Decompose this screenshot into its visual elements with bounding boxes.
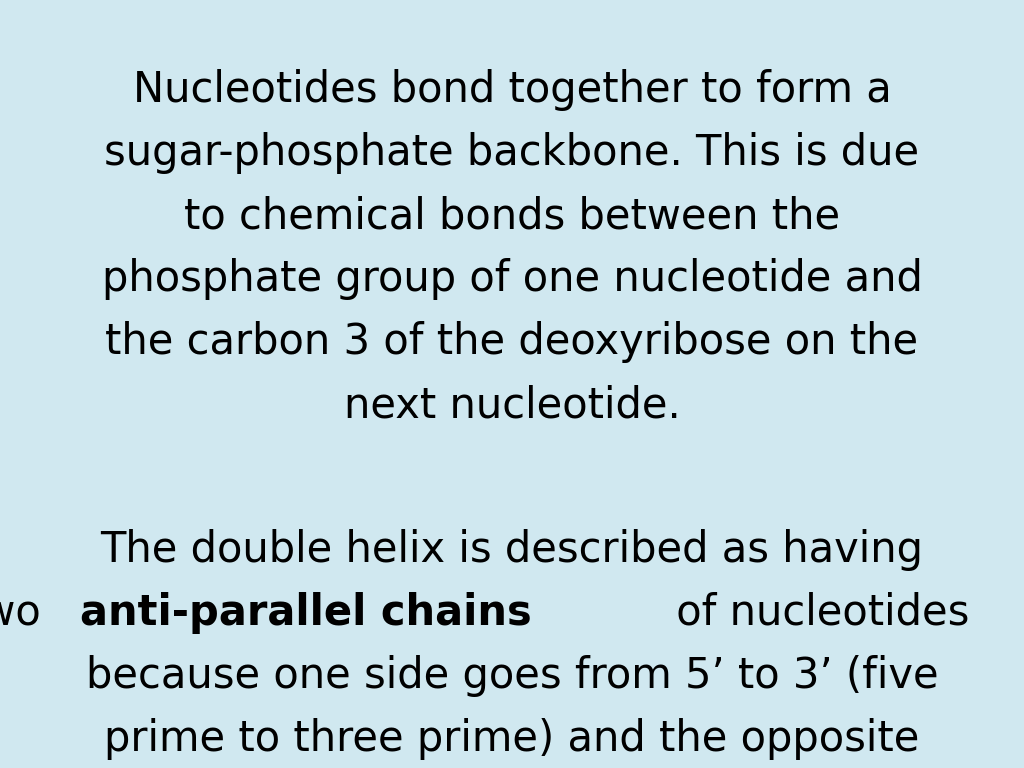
Text: anti-parallel chains: anti-parallel chains [80, 592, 532, 634]
Text: sugar-phosphate backbone. This is due: sugar-phosphate backbone. This is due [104, 132, 920, 174]
Text: Nucleotides bond together to form a: Nucleotides bond together to form a [133, 69, 891, 111]
Text: two: two [0, 592, 54, 634]
Text: prime to three prime) and the opposite: prime to three prime) and the opposite [104, 718, 920, 760]
Text: of nucleotides: of nucleotides [664, 592, 970, 634]
Text: next nucleotide.: next nucleotide. [344, 384, 680, 426]
Text: The double helix is described as having: The double helix is described as having [100, 529, 924, 571]
Text: the carbon 3 of the deoxyribose on the: the carbon 3 of the deoxyribose on the [105, 321, 919, 363]
Text: phosphate group of one nucleotide and: phosphate group of one nucleotide and [101, 258, 923, 300]
Text: to chemical bonds between the: to chemical bonds between the [184, 195, 840, 237]
Text: because one side goes from 5’ to 3’ (five: because one side goes from 5’ to 3’ (fiv… [86, 655, 938, 697]
